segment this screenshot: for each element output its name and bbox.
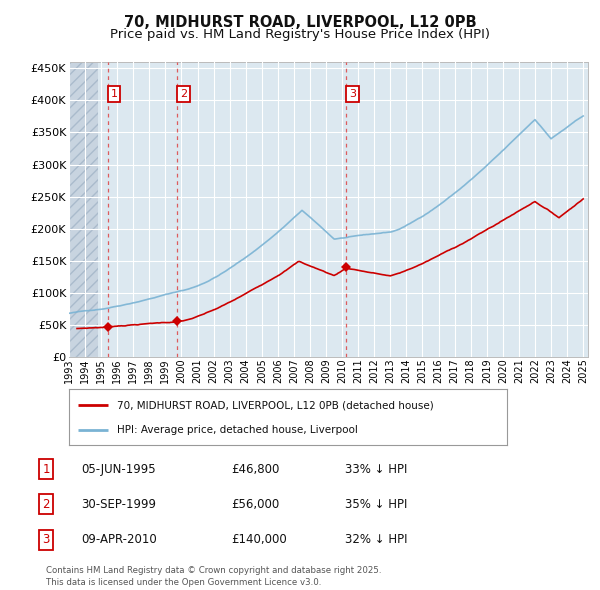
Text: 33% ↓ HPI: 33% ↓ HPI <box>345 463 407 476</box>
Text: 3: 3 <box>43 533 50 546</box>
Text: 35% ↓ HPI: 35% ↓ HPI <box>345 498 407 511</box>
Text: 30-SEP-1999: 30-SEP-1999 <box>81 498 156 511</box>
Text: Contains HM Land Registry data © Crown copyright and database right 2025.
This d: Contains HM Land Registry data © Crown c… <box>46 566 382 587</box>
Text: £140,000: £140,000 <box>231 533 287 546</box>
Text: 32% ↓ HPI: 32% ↓ HPI <box>345 533 407 546</box>
Text: 70, MIDHURST ROAD, LIVERPOOL, L12 0PB (detached house): 70, MIDHURST ROAD, LIVERPOOL, L12 0PB (d… <box>117 400 434 410</box>
Text: 2: 2 <box>180 89 187 99</box>
Text: £56,000: £56,000 <box>231 498 279 511</box>
Text: 2: 2 <box>43 498 50 511</box>
Text: £46,800: £46,800 <box>231 463 280 476</box>
Text: 05-JUN-1995: 05-JUN-1995 <box>81 463 155 476</box>
Text: 09-APR-2010: 09-APR-2010 <box>81 533 157 546</box>
Text: 3: 3 <box>349 89 356 99</box>
Text: 70, MIDHURST ROAD, LIVERPOOL, L12 0PB: 70, MIDHURST ROAD, LIVERPOOL, L12 0PB <box>124 15 476 30</box>
Text: Price paid vs. HM Land Registry's House Price Index (HPI): Price paid vs. HM Land Registry's House … <box>110 28 490 41</box>
Text: 1: 1 <box>110 89 118 99</box>
Text: HPI: Average price, detached house, Liverpool: HPI: Average price, detached house, Live… <box>117 425 358 435</box>
Text: 1: 1 <box>43 463 50 476</box>
